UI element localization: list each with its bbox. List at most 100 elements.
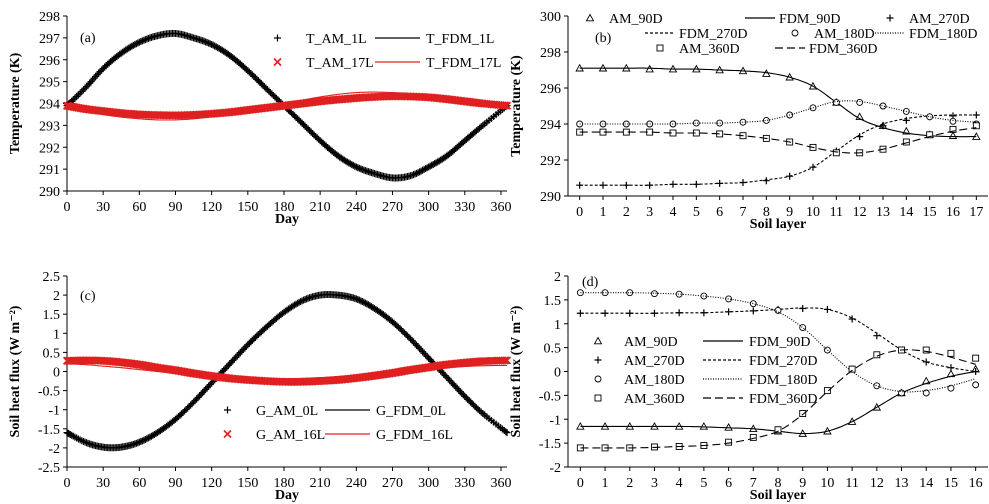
data-point <box>949 117 957 125</box>
x-tick-label: 330 <box>454 200 475 215</box>
x-tick-label: 8 <box>763 205 770 220</box>
x-tick-label: 0 <box>577 476 584 491</box>
data-point <box>902 116 910 124</box>
legend-label: G_AM_16L <box>256 428 325 443</box>
x-tick-label: 240 <box>346 200 367 215</box>
x-tick-label: 7 <box>750 476 757 491</box>
data-point <box>576 120 584 128</box>
legend-item: AM_180D <box>594 373 685 388</box>
x-tick-label: 12 <box>870 476 884 491</box>
series-fdm-90d <box>579 67 977 138</box>
legend-marker <box>224 406 231 414</box>
series-line <box>66 293 508 449</box>
data-point <box>799 410 807 417</box>
y-tick-label: 296 <box>540 82 561 97</box>
legend-item: FDM_270D <box>703 354 817 369</box>
y-tick-label: -2.5 <box>38 461 60 476</box>
data-point <box>856 133 864 141</box>
x-tick-label: 0 <box>64 200 71 215</box>
x-tick-label: 0 <box>576 205 583 220</box>
legend-label: FDM_270D <box>749 354 817 369</box>
legend: AM_90D FDM_90D AM_270D FDM_270D AM_180D FDM_1… <box>585 12 977 57</box>
x-tick-label: 16 <box>946 205 960 220</box>
legend-item: FDM_360D <box>703 392 817 407</box>
legend-item: T_AM_17L <box>273 56 374 71</box>
series-line <box>579 114 977 186</box>
x-tick-label: 3 <box>651 476 658 491</box>
data-point <box>651 290 658 298</box>
series-am-270d <box>576 111 980 189</box>
y-tick-label: 290 <box>39 185 60 200</box>
data-point <box>922 389 930 397</box>
x-tick-label: 30 <box>96 200 110 215</box>
panel-label: (c) <box>80 289 96 304</box>
x-tick-label: 2 <box>626 476 633 491</box>
x-tick-label: 270 <box>382 200 403 215</box>
data-point <box>502 356 512 365</box>
legend-item: FDM_90D <box>703 335 810 350</box>
legend-item: FDM_180D <box>875 27 977 42</box>
y-tick-label: 0 <box>53 366 60 381</box>
series-g-fdm-0l <box>66 293 508 449</box>
legend-marker <box>594 394 602 402</box>
data-point <box>972 122 980 130</box>
x-axis-label: Soil layer <box>750 488 806 503</box>
data-point <box>856 98 864 106</box>
legend-label: G_FDM_16L <box>376 428 453 443</box>
legend-marker <box>585 13 595 22</box>
x-tick-label: 60 <box>132 476 146 491</box>
legend-item: T_FDM_1L <box>375 32 494 47</box>
series-fdm-270d <box>579 114 977 186</box>
y-tick-label: -0.5 <box>38 385 60 400</box>
x-tick-label: 4 <box>670 205 677 220</box>
data-point <box>898 389 905 397</box>
x-tick-label: 360 <box>490 200 511 215</box>
series-fdm-360d <box>580 349 976 449</box>
x-tick-label: 360 <box>490 476 511 491</box>
y-axis-label: Soil heat flux (W m⁻²) <box>8 305 23 437</box>
y-tick-label: -1 <box>549 413 561 428</box>
x-tick-label: 2 <box>623 205 630 220</box>
series-am-90d <box>575 63 981 140</box>
legend-marker <box>274 34 281 42</box>
y-tick-label: 293 <box>39 119 60 134</box>
x-tick-label: 210 <box>310 200 331 215</box>
y-tick-label: 0.5 <box>43 346 61 361</box>
x-tick-label: 150 <box>237 200 258 215</box>
x-axis-label: Soil layer <box>750 217 806 232</box>
x-tick-label: 60 <box>132 200 146 215</box>
legend-label: FDM_360D <box>749 392 817 407</box>
data-point <box>873 351 881 359</box>
series-fdm-180d <box>579 100 977 125</box>
data-point <box>762 177 770 185</box>
x-tick-label: 15 <box>923 205 937 220</box>
data-point <box>774 306 782 314</box>
data-point <box>692 119 700 127</box>
data-point <box>626 289 634 297</box>
legend-label: T_AM_17L <box>306 56 374 71</box>
panel-c: -2.5 -2 -1.5 -1 -0.5 0 0.5 1 1.5 2 2.5 0 30 60 90 120 15… <box>8 270 511 503</box>
data-point <box>949 125 957 133</box>
y-tick-label: 297 <box>39 32 60 47</box>
data-point <box>902 138 910 146</box>
legend-item: G_FDM_0L <box>325 404 446 419</box>
legend-item: AM_270D <box>594 354 685 369</box>
legend-label: AM_360D <box>624 392 685 407</box>
legend-label: FDM_90D <box>779 12 840 27</box>
x-tick-label: 7 <box>740 205 747 220</box>
data-point <box>832 149 840 157</box>
legend-label: G_FDM_0L <box>376 404 446 419</box>
data-point <box>749 300 757 308</box>
panel-d: -2-1.5-1-0.500.511.520 1 2 3 4 5 6 7 8 9 10 11 12 13 1… <box>509 270 988 503</box>
data-point <box>879 122 887 130</box>
y-tick-label: -1 <box>48 404 60 419</box>
legend-label: T_AM_1L <box>306 32 367 47</box>
y-tick-label: 298 <box>39 10 60 25</box>
x-tick-label: 6 <box>716 205 723 220</box>
x-tick-label: 5 <box>693 205 700 220</box>
legend-item: AM_180D <box>791 27 875 42</box>
data-point <box>762 116 770 124</box>
data-point <box>972 381 980 389</box>
